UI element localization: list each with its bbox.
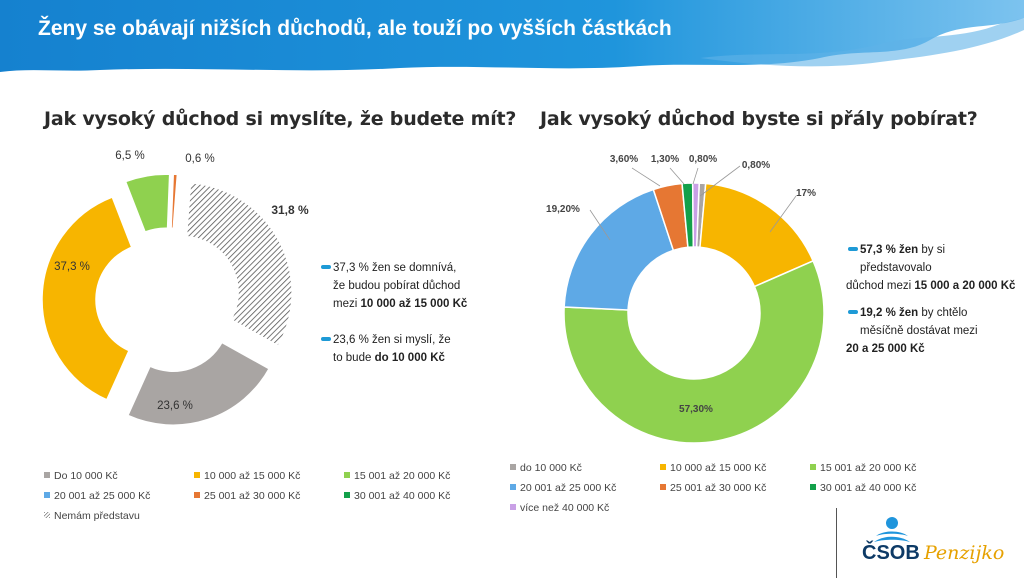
slice-vice-nez-40-000-kc <box>691 182 700 248</box>
legend-item-vice-nez-40-000-kc: více než 40 000 Kč <box>510 502 609 514</box>
legend-swatch <box>44 472 50 478</box>
legend-label: 10 000 až 15 000 Kč <box>204 470 301 482</box>
legend-swatch <box>810 464 816 470</box>
legend-label: 20 001 až 25 000 Kč <box>54 490 151 502</box>
slice-15-001-az-20-000-kc <box>563 259 825 444</box>
legend-swatch <box>810 484 816 490</box>
legend-left: Do 10 000 Kč 10 000 až 15 000 Kč 15 001 až… <box>44 470 484 530</box>
data-label-20-001-az-25-000-kc: 19,20% <box>546 204 580 215</box>
slice-20-001-az-25-000-kc <box>563 188 675 311</box>
legend-label: 15 001 až 20 000 Kč <box>820 462 917 474</box>
chart-title-right: Jak vysoký důchod byste si přály pobírat… <box>540 108 978 130</box>
legend-item-nemam-predstavu: Nemám představu <box>44 510 140 522</box>
legend-label: Do 10 000 Kč <box>54 470 118 482</box>
legend-item-10-000-az-15-000-kc: 10 000 až 15 000 Kč <box>660 462 766 474</box>
callout-line: mezi 10 000 až 15 000 Kč <box>333 298 468 310</box>
legend-swatch <box>660 484 666 490</box>
callout-bullet <box>848 310 858 314</box>
slice-nemam-predstavu <box>185 181 293 347</box>
legend-label: 10 000 až 15 000 Kč <box>670 462 767 474</box>
data-label-do-10-000-kc: 23,6 % <box>157 400 193 412</box>
legend-item-30-001-az-40-000-kc: 30 001 až 40 000 Kč <box>810 482 916 494</box>
data-label-15-001-az-20-000-kc: 6,5 % <box>115 150 144 162</box>
legend-item-15-001-az-20-000-kc: 15 001 až 20 000 Kč <box>810 462 916 474</box>
data-label-do-10-000-kc: 0,80% <box>742 160 770 171</box>
legend-label: 25 001 až 30 000 Kč <box>670 482 767 494</box>
data-label-25-001-az-30-000-kc: 3,60% <box>610 154 638 165</box>
callout-left-2: 23,6 % žen si myslí, že to bude do 10 00… <box>321 331 451 367</box>
legend-right: do 10 000 Kč 10 000 až 15 000 Kč 15 001 až… <box>510 462 950 522</box>
legend-swatch <box>510 464 516 470</box>
legend-item-25-001-az-30-000-kc: 25 001 až 30 000 Kč <box>194 490 300 502</box>
data-label-30-001-az-40-000-kc: 1,30% <box>651 154 679 165</box>
data-label-15-001-az-20-000-kc: 57,30% <box>679 404 713 415</box>
callout-line: 20 a 25 000 Kč <box>846 343 925 355</box>
legend-label: do 10 000 Kč <box>520 462 582 474</box>
data-label-nemam-predstavu: 31,8 % <box>271 203 309 217</box>
header-banner <box>0 0 1024 72</box>
legend-swatch <box>344 492 350 498</box>
leader-line <box>769 195 797 233</box>
legend-swatch <box>344 472 350 478</box>
leader-line <box>631 167 661 187</box>
legend-label: Nemám představu <box>54 510 140 522</box>
leader-line <box>589 209 611 241</box>
legend-swatch <box>510 504 516 510</box>
data-label-vice-nez-40-000-kc: 0,80% <box>689 154 717 165</box>
chart-title-left: Jak vysoký důchod si myslíte, že budete … <box>44 108 517 130</box>
legend-item-25-001-az-30-000-kc: 25 001 až 30 000 Kč <box>660 482 766 494</box>
legend-swatch <box>660 464 666 470</box>
callout-line: že budou pobírat důchod <box>333 280 461 292</box>
slice-do-10-000-kc <box>126 341 271 426</box>
legend-swatch <box>44 512 50 518</box>
data-label-10-000-az-15-000-kc: 37,3 % <box>54 261 90 273</box>
callout-bullet <box>848 247 858 251</box>
leader-line <box>699 165 741 197</box>
divider-line <box>836 508 837 578</box>
callout-left-1: 37,3 % žen se domnívá, že budou pobírat … <box>321 259 468 313</box>
legend-swatch <box>510 484 516 490</box>
legend-label: 30 001 až 40 000 Kč <box>820 482 917 494</box>
legend-item-20-001-az-25-000-kc: 20 001 až 25 000 Kč <box>44 490 150 502</box>
callout-right-2: 19,2 % žen by chtělo měsíčně dostávat me… <box>846 304 978 358</box>
leader-line <box>669 167 685 185</box>
callout-line: důchod mezi 15 000 a 20 000 Kč <box>846 280 1016 292</box>
callout-line: 57,3 % žen by si <box>860 244 946 256</box>
data-label-10-000-az-15-000-kc: 17% <box>796 188 816 199</box>
legend-label: 20 001 až 25 000 Kč <box>520 482 617 494</box>
legend-swatch <box>194 472 200 478</box>
logo: ČSOB Penzijko <box>860 514 1024 578</box>
legend-label: 15 001 až 20 000 Kč <box>354 470 451 482</box>
legend-item-30-001-az-40-000-kc: 30 001 až 40 000 Kč <box>344 490 450 502</box>
slice-10-000-az-15-000-kc <box>41 196 133 401</box>
logo-product-text: Penzijko <box>924 542 1005 564</box>
legend-item-10-000-az-15-000-kc: 10 000 až 15 000 Kč <box>194 470 300 482</box>
callout-line: 37,3 % žen se domnívá, <box>333 262 457 274</box>
callout-line: představovalo <box>860 262 932 274</box>
callout-line: měsíčně dostávat mezi <box>860 325 978 337</box>
callout-line: 19,2 % žen by chtělo <box>860 307 968 319</box>
slice-15-001-az-20-000-kc <box>124 173 171 233</box>
legend-swatch <box>44 492 50 498</box>
logo-brand-text: ČSOB <box>862 542 920 564</box>
leader-line <box>692 167 699 185</box>
legend-swatch <box>194 492 200 498</box>
callout-bullet <box>321 337 331 341</box>
legend-label: 25 001 až 30 000 Kč <box>204 490 301 502</box>
legend-label: více než 40 000 Kč <box>520 502 610 514</box>
callout-bullet <box>321 265 331 269</box>
legend-label: 30 001 až 40 000 Kč <box>354 490 451 502</box>
callout-line: 23,6 % žen si myslí, že <box>333 334 451 346</box>
csob-wave-icon <box>874 517 910 542</box>
legend-item-do-10-000-kc: do 10 000 Kč <box>510 462 582 474</box>
callout-right-1: 57,3 % žen by si představovalo důchod me… <box>846 241 1015 295</box>
slide-title: Ženy se obávají nižších důchodů, ale tou… <box>38 17 672 40</box>
callout-line: to bude do 10 000 Kč <box>333 352 445 364</box>
data-label-25-001-az-30-000-kc: 0,6 % <box>185 153 214 165</box>
slice-25-001-az-30-000-kc <box>170 173 179 229</box>
legend-item-15-001-az-20-000-kc: 15 001 až 20 000 Kč <box>344 470 450 482</box>
legend-item-20-001-az-25-000-kc: 20 001 až 25 000 Kč <box>510 482 616 494</box>
legend-item-do-10-000-kc: Do 10 000 Kč <box>44 470 118 482</box>
